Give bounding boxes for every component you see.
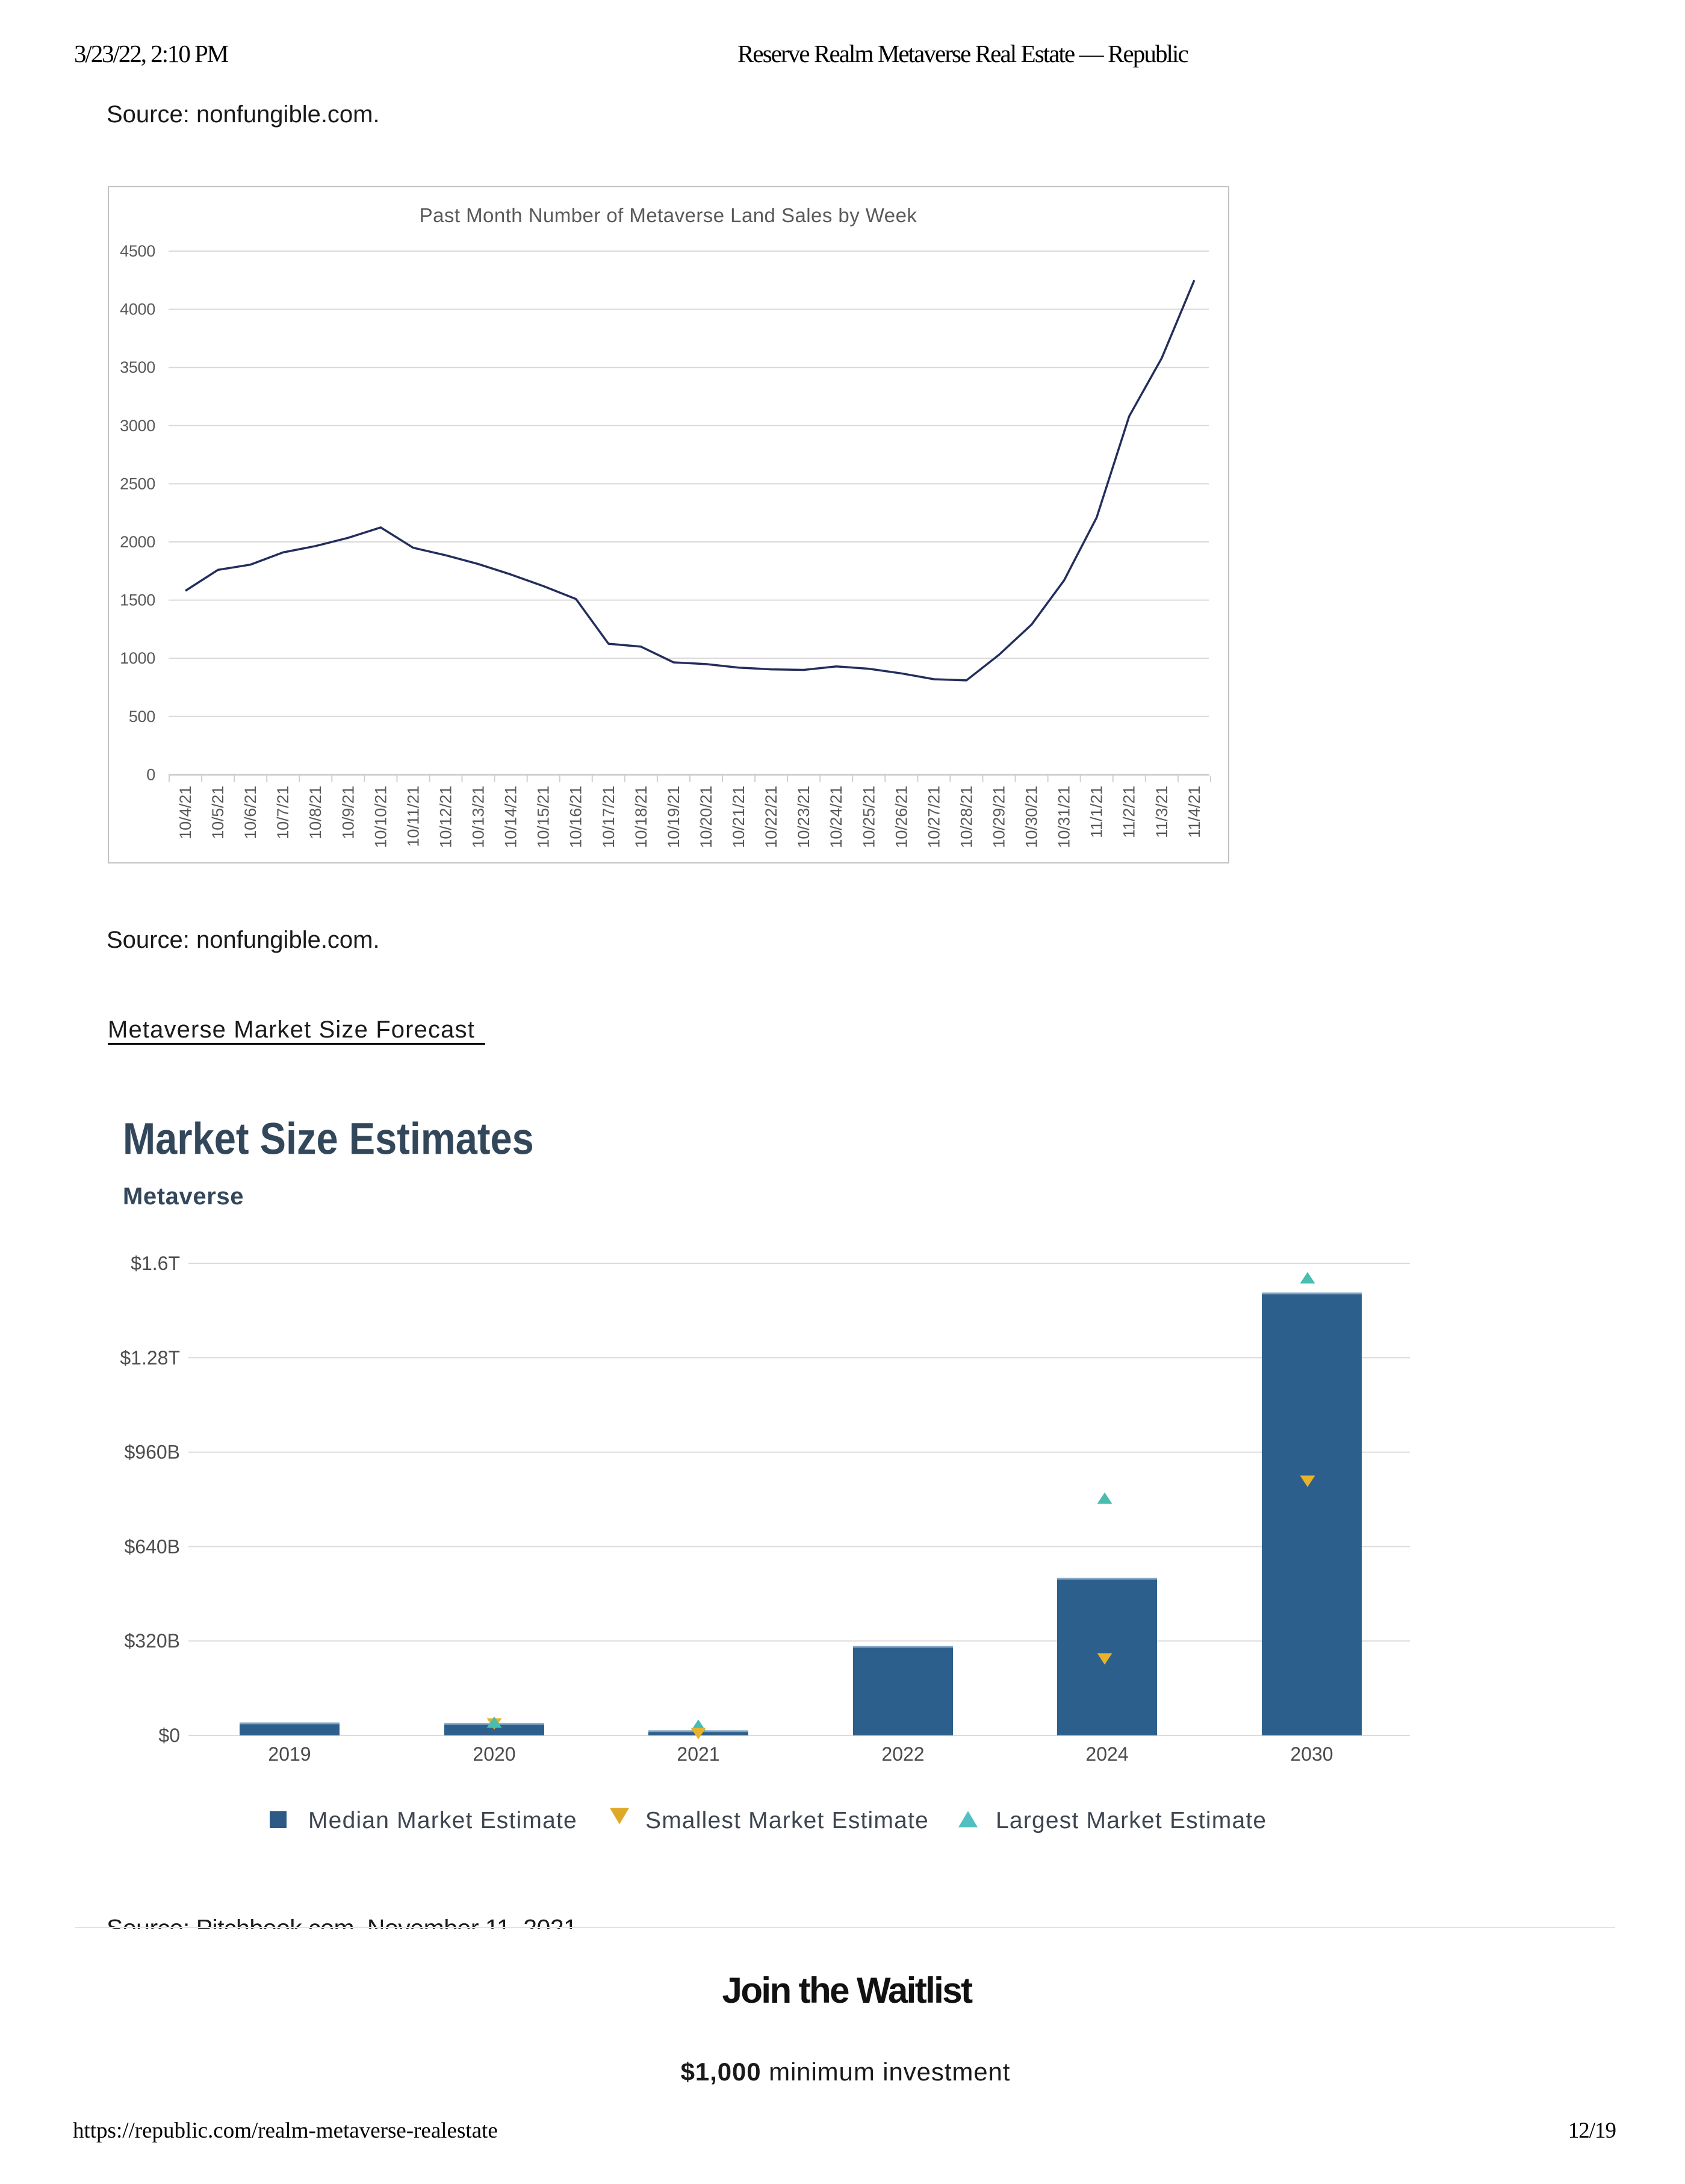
svg-text:10/11/21: 10/11/21: [404, 786, 422, 847]
svg-text:10/22/21: 10/22/21: [762, 786, 780, 848]
svg-text:10/18/21: 10/18/21: [632, 786, 650, 848]
svg-text:10/20/21: 10/20/21: [697, 786, 715, 848]
svg-text:0: 0: [146, 765, 155, 783]
svg-text:$960B: $960B: [124, 1442, 180, 1463]
svg-text:10/13/21: 10/13/21: [470, 786, 488, 848]
svg-text:2000: 2000: [120, 533, 155, 551]
svg-text:10/5/21: 10/5/21: [209, 786, 227, 839]
svg-text:2019: 2019: [268, 1743, 311, 1765]
svg-text:2020: 2020: [473, 1743, 515, 1765]
svg-text:10/25/21: 10/25/21: [860, 786, 878, 848]
svg-text:1000: 1000: [120, 649, 155, 667]
svg-text:Past Month Number of Metaverse: Past Month Number of Metaverse Land Sale…: [420, 204, 917, 226]
svg-text:10/7/21: 10/7/21: [274, 786, 292, 839]
svg-text:10/26/21: 10/26/21: [892, 786, 910, 848]
svg-text:11/1/21: 11/1/21: [1088, 786, 1106, 838]
svg-text:10/12/21: 10/12/21: [437, 786, 455, 848]
svg-text:$0: $0: [158, 1725, 180, 1746]
svg-text:2022: 2022: [881, 1743, 924, 1765]
svg-text:10/28/21: 10/28/21: [957, 786, 975, 848]
svg-text:10/17/21: 10/17/21: [600, 786, 618, 848]
svg-text:11/3/21: 11/3/21: [1153, 786, 1171, 838]
svg-text:11/4/21: 11/4/21: [1185, 786, 1203, 838]
svg-text:2021: 2021: [677, 1743, 719, 1765]
svg-text:10/10/21: 10/10/21: [371, 786, 389, 848]
svg-text:10/29/21: 10/29/21: [990, 786, 1008, 848]
svg-text:$1.28T: $1.28T: [120, 1347, 180, 1369]
svg-text:10/19/21: 10/19/21: [665, 786, 683, 848]
svg-text:500: 500: [129, 708, 155, 726]
svg-text:$320B: $320B: [124, 1630, 180, 1652]
svg-text:10/27/21: 10/27/21: [925, 786, 943, 848]
svg-text:2024: 2024: [1085, 1743, 1128, 1765]
svg-text:3000: 3000: [120, 417, 155, 435]
svg-text:10/8/21: 10/8/21: [306, 786, 324, 839]
svg-text:10/16/21: 10/16/21: [567, 786, 585, 848]
svg-text:$1.6T: $1.6T: [131, 1252, 180, 1274]
svg-text:10/31/21: 10/31/21: [1055, 786, 1073, 848]
svg-text:10/6/21: 10/6/21: [241, 786, 259, 839]
svg-text:1500: 1500: [120, 591, 155, 609]
svg-text:Largest Market Estimate: Largest Market Estimate: [996, 1808, 1267, 1834]
svg-text:10/24/21: 10/24/21: [827, 786, 845, 848]
svg-text:10/21/21: 10/21/21: [730, 786, 748, 848]
svg-text:Smallest Market Estimate: Smallest Market Estimate: [645, 1808, 929, 1834]
svg-text:Median Market Estimate: Median Market Estimate: [308, 1808, 577, 1834]
svg-text:3500: 3500: [120, 358, 155, 376]
svg-text:10/30/21: 10/30/21: [1023, 786, 1041, 848]
svg-text:4000: 4000: [120, 300, 155, 319]
svg-text:10/23/21: 10/23/21: [795, 786, 813, 848]
svg-text:10/4/21: 10/4/21: [176, 786, 194, 839]
svg-text:4500: 4500: [120, 242, 155, 260]
svg-text:10/9/21: 10/9/21: [339, 786, 357, 839]
svg-text:$640B: $640B: [124, 1535, 180, 1557]
svg-text:10/15/21: 10/15/21: [535, 786, 553, 848]
svg-text:10/14/21: 10/14/21: [502, 786, 520, 848]
svg-text:2030: 2030: [1290, 1743, 1333, 1765]
svg-text:2500: 2500: [120, 474, 155, 493]
svg-text:11/2/21: 11/2/21: [1120, 786, 1138, 838]
